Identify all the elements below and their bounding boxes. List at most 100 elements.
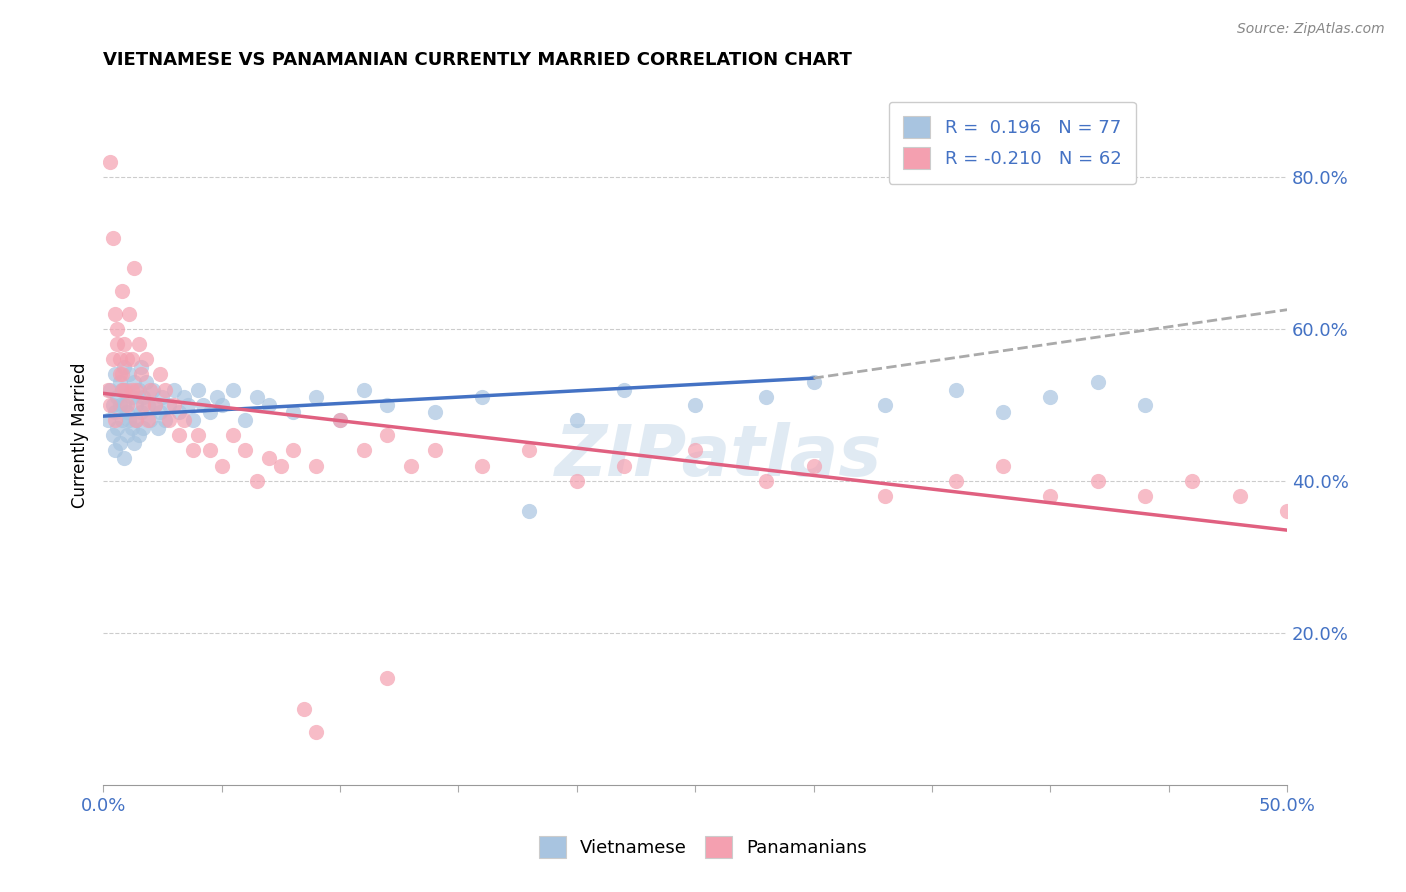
Point [755,390,778,404]
Point [1275,504,1298,518]
Point [222,383,245,397]
Point [101,398,124,412]
Point [198,405,221,419]
Point [115,398,138,412]
Point [121,352,143,367]
Point [399,458,422,473]
Point [281,405,304,419]
Point [115,383,138,397]
Text: ZIPatlas: ZIPatlas [555,422,883,491]
Point [423,443,446,458]
Point [114,383,136,397]
Point [803,458,825,473]
Point [246,474,269,488]
Point [125,413,148,427]
Point [153,413,176,427]
Point [517,504,540,518]
Point [1039,390,1062,404]
Point [143,398,166,412]
Point [139,383,162,397]
Point [159,398,181,412]
Point [205,390,228,404]
Point [111,368,134,382]
Point [114,359,136,374]
Point [125,383,148,397]
Point [471,458,494,473]
Text: VIETNAMESE VS PANAMANIAN CURRENTLY MARRIED CORRELATION CHART: VIETNAMESE VS PANAMANIAN CURRENTLY MARRI… [103,51,852,69]
Text: Source: ZipAtlas.com: Source: ZipAtlas.com [1237,22,1385,37]
Point [121,383,143,397]
Point [118,413,141,427]
Point [683,443,706,458]
Point [139,413,162,427]
Point [146,420,169,434]
Point [108,435,131,450]
Point [565,413,588,427]
Point [98,383,121,397]
Point [115,428,138,442]
Point [945,383,967,397]
Point [281,443,304,458]
Point [111,383,134,397]
Point [683,398,706,412]
Point [129,405,152,419]
Point [198,443,221,458]
Point [1087,375,1109,389]
Point [101,352,124,367]
Point [375,428,398,442]
Point [128,428,150,442]
Point [329,413,352,427]
Point [111,383,134,397]
Point [98,398,121,412]
Point [755,474,778,488]
Point [97,413,120,427]
Point [991,405,1014,419]
Point [136,413,159,427]
Point [163,398,186,412]
Point [163,383,186,397]
Point [233,413,256,427]
Point [375,398,398,412]
Point [115,352,138,367]
Point [150,390,173,404]
Point [135,352,157,367]
Point [1039,489,1062,503]
Point [167,428,190,442]
Point [143,398,166,412]
Point [136,398,159,412]
Point [98,154,121,169]
Point [149,368,172,382]
Point [125,398,148,412]
Legend: Vietnamese, Panamanians: Vietnamese, Panamanians [530,827,876,867]
Point [803,375,825,389]
Point [1229,489,1251,503]
Point [108,352,131,367]
Point [173,413,195,427]
Point [1133,489,1156,503]
Point [1181,474,1204,488]
Point [945,474,967,488]
Point [108,368,131,382]
Point [122,260,145,275]
Point [167,405,190,419]
Point [108,398,131,412]
Point [873,489,896,503]
Point [181,443,204,458]
Point [104,405,127,419]
Point [191,398,214,412]
Point [114,450,136,465]
Legend: R =  0.196   N = 77, R = -0.210   N = 62: R = 0.196 N = 77, R = -0.210 N = 62 [889,102,1136,184]
Point [211,398,233,412]
Point [111,413,134,427]
Point [105,337,128,351]
Point [257,398,280,412]
Point [128,383,150,397]
Point [114,337,136,351]
Point [121,390,143,404]
Point [122,435,145,450]
Point [246,390,269,404]
Point [187,428,209,442]
Point [132,420,155,434]
Point [991,458,1014,473]
Point [114,398,136,412]
